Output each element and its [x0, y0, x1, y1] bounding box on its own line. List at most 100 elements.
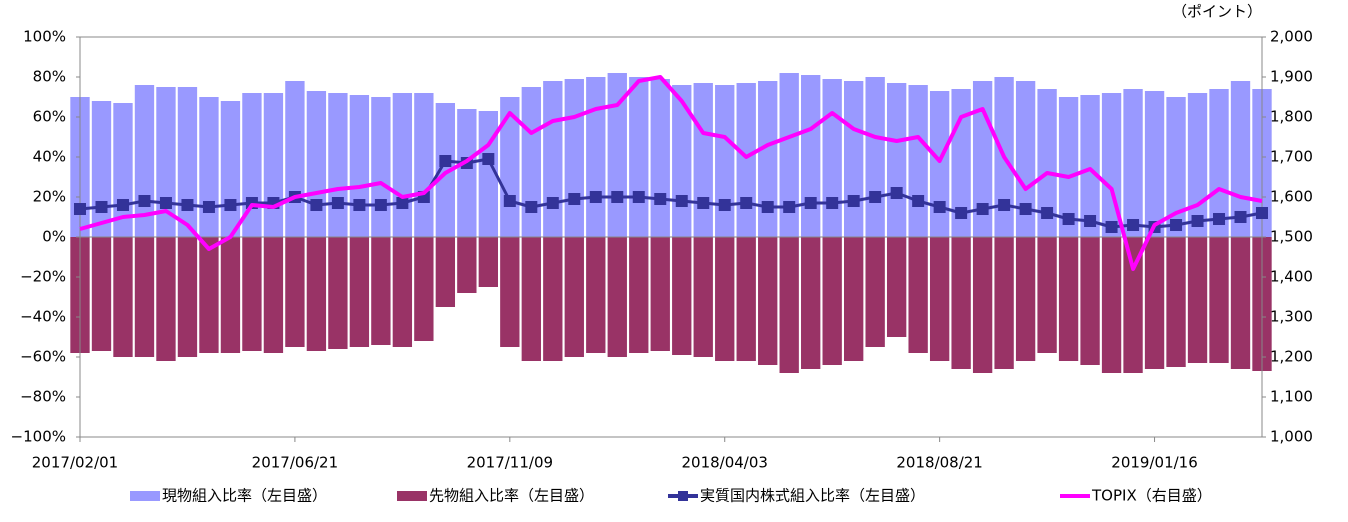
- bar: [199, 237, 219, 353]
- bar: [844, 81, 864, 237]
- bar: [1123, 237, 1143, 373]
- bar: [715, 237, 735, 361]
- bar: [779, 73, 799, 237]
- legend-label: 先物組入比率（左目盛）: [429, 487, 594, 505]
- line-marker: [654, 193, 667, 205]
- line-marker: [1019, 203, 1032, 215]
- line-marker: [998, 199, 1011, 211]
- line-marker: [95, 201, 108, 213]
- line-marker: [482, 153, 495, 165]
- bar: [414, 93, 434, 237]
- bar: [1187, 237, 1208, 363]
- y2-tick-label: 1,100: [1270, 388, 1313, 406]
- bar: [1015, 237, 1036, 361]
- line-marker: [396, 197, 409, 209]
- legend-label: TOPIX（右目盛）: [1091, 487, 1212, 505]
- line-marker: [976, 203, 989, 215]
- bar: [586, 237, 606, 353]
- series-line: [79, 75, 1263, 271]
- line-marker: [761, 201, 774, 213]
- bar: [822, 79, 842, 237]
- bar: [844, 237, 864, 361]
- bar: [1144, 237, 1165, 369]
- bar: [1037, 237, 1057, 353]
- bar: [758, 237, 778, 365]
- bar: [672, 237, 692, 355]
- line-marker: [181, 199, 194, 211]
- bar: [1101, 237, 1122, 373]
- bar: [371, 237, 391, 345]
- line-marker: [1256, 207, 1268, 219]
- bar: [199, 97, 219, 237]
- bar: [779, 237, 799, 373]
- bar: [457, 109, 477, 237]
- line-marker: [955, 207, 968, 219]
- bar: [521, 87, 541, 237]
- x-tick-label: 2018/04/03: [681, 454, 767, 472]
- bar: [328, 237, 348, 349]
- bar: [564, 79, 584, 237]
- x-tick-label: 2018/08/21: [896, 454, 982, 472]
- y-tick-label: −40%: [20, 308, 66, 326]
- y-tick-label: −20%: [20, 268, 66, 286]
- line-marker: [804, 197, 817, 209]
- x-tick-label: 2017/11/09: [467, 454, 553, 472]
- bar: [543, 81, 563, 237]
- bar: [1015, 81, 1036, 237]
- line-marker: [568, 193, 581, 205]
- line-marker: [783, 201, 796, 213]
- line-marker: [116, 199, 129, 211]
- bar: [285, 237, 305, 347]
- bar: [908, 85, 928, 237]
- line-marker: [503, 195, 516, 207]
- bar: [1166, 237, 1186, 367]
- bar: [263, 93, 284, 237]
- bar: [392, 237, 413, 347]
- line-marker: [374, 199, 387, 211]
- line-marker: [310, 199, 323, 211]
- line-marker: [1105, 221, 1118, 233]
- y-tick-label: 80%: [33, 68, 66, 86]
- bar: [521, 237, 541, 361]
- legend-label: 実質国内株式組入比率（左目盛）: [700, 487, 925, 505]
- line-marker: [933, 201, 946, 213]
- bar: [951, 237, 971, 369]
- bar: [629, 77, 649, 237]
- bar: [994, 237, 1014, 369]
- bar: [715, 85, 735, 237]
- bar: [629, 237, 649, 353]
- bar: [392, 93, 413, 237]
- bar: [306, 91, 327, 237]
- line-marker: [1062, 213, 1075, 225]
- bar: [478, 111, 498, 237]
- y-tick-label: −80%: [20, 388, 66, 406]
- bar: [134, 237, 155, 357]
- bar: [564, 237, 584, 357]
- bar: [865, 237, 885, 347]
- bar: [242, 237, 262, 351]
- line-marker: [912, 195, 925, 207]
- line-marker: [1213, 213, 1226, 225]
- bar: [328, 93, 348, 237]
- line-marker: [224, 199, 237, 211]
- bar: [929, 91, 950, 237]
- bar: [1209, 89, 1229, 237]
- legend-swatch: [397, 491, 427, 501]
- bar: [285, 81, 305, 237]
- bar: [886, 237, 907, 337]
- line-marker: [159, 197, 172, 209]
- bar: [306, 237, 327, 351]
- bar: [263, 237, 284, 353]
- line-marker: [632, 191, 645, 203]
- line-marker: [353, 199, 366, 211]
- line-marker: [1041, 207, 1054, 219]
- bar: [113, 237, 133, 357]
- line-marker: [138, 195, 151, 207]
- line-marker: [611, 191, 624, 203]
- line-marker: [1191, 215, 1204, 227]
- bar: [349, 95, 370, 237]
- bar: [220, 101, 241, 237]
- y-tick-label: 60%: [33, 108, 66, 126]
- bar: [1080, 237, 1100, 365]
